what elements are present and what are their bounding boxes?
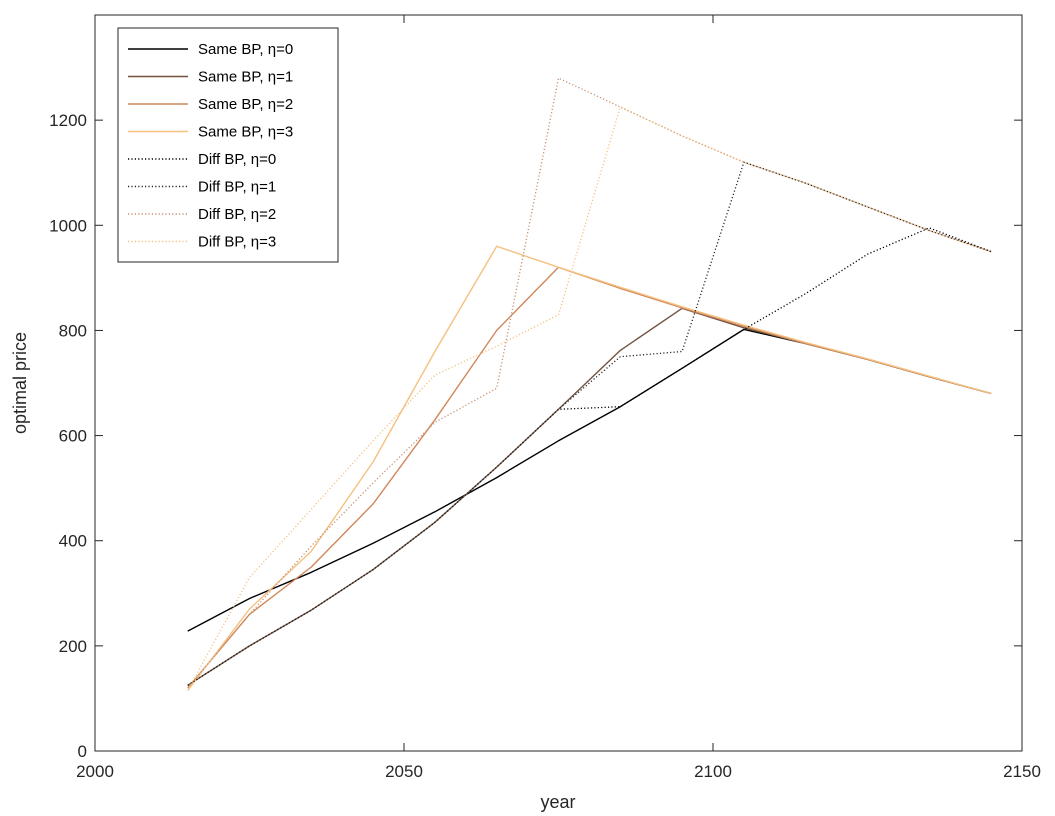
series-layer — [187, 77, 992, 691]
x-tick-label: 2100 — [694, 762, 732, 781]
series-line-6 — [187, 161, 992, 686]
series-line-5 — [187, 227, 992, 686]
plot-frame — [94, 14, 1023, 752]
legend-label: Diff BP, η=1 — [198, 179, 276, 196]
legend-box — [117, 27, 339, 263]
series-line-4 — [187, 245, 992, 691]
y-tick-label: 400 — [59, 532, 87, 551]
y-tick-label: 1200 — [49, 111, 87, 130]
legend-label: Same BP, η=3 — [198, 124, 293, 141]
legend-label: Diff BP, η=2 — [198, 206, 276, 223]
x-tick-label: 2050 — [385, 762, 423, 781]
x-tick-label: 2000 — [76, 762, 114, 781]
legend-label: Same BP, η=2 — [198, 96, 293, 113]
y-tick-label: 600 — [59, 427, 87, 446]
y-tick-label: 0 — [78, 742, 87, 761]
y-tick-label: 200 — [59, 637, 87, 656]
legend-label: Diff BP, η=3 — [198, 234, 276, 251]
legend-label: Same BP, η=0 — [198, 41, 293, 58]
series-line-2 — [187, 307, 992, 686]
x-axis-title: year — [540, 792, 575, 812]
legend: Same BP, η=0 Same BP, η=1 Same BP, η=2 Same… — [117, 27, 339, 263]
series-line-8 — [187, 106, 992, 691]
x-tick-label: 2150 — [1003, 762, 1041, 781]
legend-label: Same BP, η=1 — [198, 69, 293, 86]
legend-label: Diff BP, η=0 — [198, 151, 276, 168]
y-axis: 0 200 400 600 800 1000 1200 — [49, 111, 1022, 761]
y-axis-title: optimal price — [10, 332, 30, 434]
y-tick-label: 1000 — [49, 216, 87, 235]
x-axis: 2000 2050 2100 2150 — [76, 15, 1041, 781]
y-tick-label: 800 — [59, 321, 87, 340]
series-line-1 — [187, 328, 992, 632]
series-line-3 — [187, 266, 992, 689]
